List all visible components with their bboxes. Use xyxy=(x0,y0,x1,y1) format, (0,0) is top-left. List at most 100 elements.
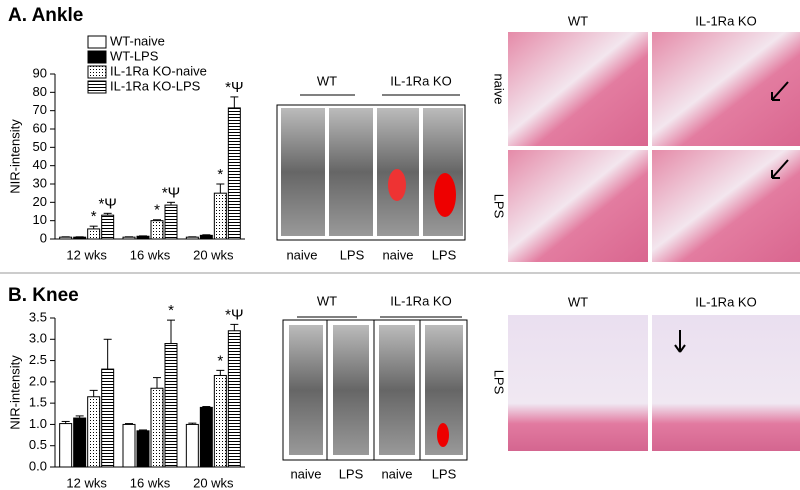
y-axis-label: NIR-intensity xyxy=(7,119,22,194)
x-tick-label: 12 wks xyxy=(66,247,107,262)
bar xyxy=(59,423,73,468)
x-tick-label: 20 wks xyxy=(193,247,234,262)
y-tick-label: 90 xyxy=(33,65,47,80)
arrow xyxy=(771,81,789,101)
bar xyxy=(73,236,87,240)
y-tick-label: 3.0 xyxy=(29,331,47,346)
row-label: naive xyxy=(492,73,507,104)
bar xyxy=(185,236,199,240)
y-tick-label: 30 xyxy=(33,175,47,190)
bar xyxy=(213,374,227,468)
image-label: naive xyxy=(290,466,321,481)
signal xyxy=(388,169,406,201)
bar xyxy=(185,423,199,468)
bar xyxy=(150,220,164,240)
bar xyxy=(101,214,115,240)
significance-label: * xyxy=(91,208,97,225)
significance-label: * xyxy=(154,202,160,219)
knee-nir-panel: WT IL-1Ra KO naive LPS naive LPS xyxy=(282,293,468,481)
legend-label: WT-LPS xyxy=(110,48,159,63)
signal xyxy=(437,423,449,447)
y-tick-label: 2.5 xyxy=(29,352,47,367)
image-label: LPS xyxy=(432,466,457,481)
image xyxy=(423,108,463,236)
y-tick-label: 70 xyxy=(33,102,47,117)
legend-label: IL-1Ra KO-LPS xyxy=(110,78,201,93)
significance-label: *Ψ xyxy=(225,79,243,96)
y-tick-label: 0.0 xyxy=(29,458,47,473)
image xyxy=(508,315,648,451)
image-label: naive xyxy=(381,466,412,481)
image xyxy=(508,150,648,262)
bar xyxy=(73,417,87,468)
arrow xyxy=(674,330,686,353)
column-label: WT xyxy=(568,294,588,309)
y-tick-label: 50 xyxy=(33,139,47,154)
y-tick-label: 60 xyxy=(33,120,47,135)
column-label: IL-1Ra KO xyxy=(695,13,756,28)
y-tick-label: 0.5 xyxy=(29,437,47,452)
bar xyxy=(213,192,227,240)
image xyxy=(281,108,325,236)
x-tick-label: 16 wks xyxy=(130,475,171,490)
image-label: naive xyxy=(382,247,413,262)
group-label: IL-1Ra KO xyxy=(390,293,451,308)
legend-label: WT-naive xyxy=(110,33,165,48)
signal xyxy=(434,173,456,217)
legend-label: IL-1Ra KO-naive xyxy=(110,63,207,78)
image xyxy=(333,325,369,455)
legend-swatch xyxy=(87,80,107,94)
bar xyxy=(101,368,115,468)
y-tick-label: 1.0 xyxy=(29,416,47,431)
image xyxy=(329,108,373,236)
row-label: LPS xyxy=(492,194,507,219)
bar xyxy=(227,330,241,468)
bar xyxy=(87,396,101,468)
image xyxy=(652,150,800,262)
chart-title: B. Knee xyxy=(8,285,79,306)
bar xyxy=(122,236,136,240)
bar xyxy=(164,343,178,468)
x-tick-label: 12 wks xyxy=(66,475,107,490)
image xyxy=(652,32,800,146)
column-label: WT xyxy=(568,13,588,28)
y-tick-label: 40 xyxy=(33,157,47,172)
bar xyxy=(59,236,73,240)
knee-histology-panel: WT IL-1Ra KO LPS xyxy=(492,294,800,451)
group-label: WT xyxy=(317,73,337,88)
group-label: WT xyxy=(317,293,337,308)
y-tick-label: 80 xyxy=(33,84,47,99)
y-tick-label: 3.5 xyxy=(29,309,47,324)
ankle-nir-panel: WT IL-1Ra KO naive LPS naive LPS xyxy=(276,73,466,262)
bar xyxy=(199,406,213,468)
significance-label: *Ψ xyxy=(225,306,243,323)
significance-label: * xyxy=(217,352,223,369)
significance-label: * xyxy=(168,302,174,319)
image xyxy=(289,325,323,455)
image-label: LPS xyxy=(432,247,457,262)
group-label: IL-1Ra KO xyxy=(390,73,451,88)
bar xyxy=(122,423,136,468)
bar xyxy=(164,204,178,240)
y-tick-label: 0 xyxy=(40,230,47,245)
image-label: LPS xyxy=(339,466,364,481)
legend-swatch xyxy=(87,65,107,79)
x-tick-label: 16 wks xyxy=(130,247,171,262)
ankle-histology-panel: WT IL-1Ra KO naive LPS xyxy=(492,13,800,262)
bar xyxy=(150,387,164,468)
y-axis-label: NIR-intensity xyxy=(7,355,22,430)
significance-label: * xyxy=(217,166,223,183)
image xyxy=(508,32,648,146)
image-label: LPS xyxy=(340,247,365,262)
bar xyxy=(199,234,213,240)
significance-label: *Ψ xyxy=(162,184,180,201)
bar xyxy=(136,235,150,240)
x-tick-label: 20 wks xyxy=(193,475,234,490)
arrow xyxy=(771,159,789,179)
bar xyxy=(136,430,150,468)
bar xyxy=(87,228,101,240)
image xyxy=(379,325,415,455)
legend-swatch xyxy=(87,50,107,64)
y-tick-label: 1.5 xyxy=(29,395,47,410)
